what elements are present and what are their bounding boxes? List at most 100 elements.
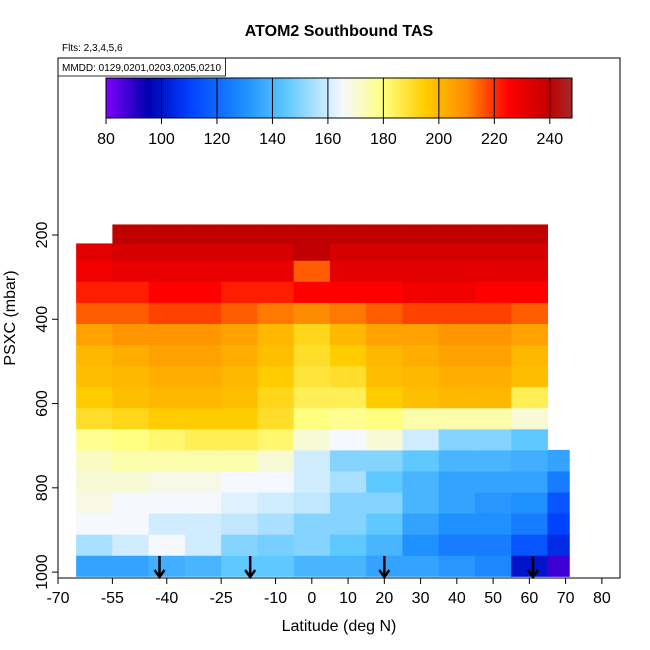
heat-cell	[112, 534, 150, 556]
colorbar-tick-label: 100	[148, 131, 175, 148]
heat-cell	[221, 281, 258, 303]
heat-cell	[293, 344, 331, 367]
heat-cell	[76, 302, 113, 324]
arrow	[153, 556, 166, 580]
annotation: MMDD: 0129,0201,0203,0205,0210	[62, 63, 221, 74]
heat-cell	[329, 386, 367, 409]
y-tick-label: 400	[34, 306, 51, 333]
y-tick-label: 800	[34, 474, 51, 501]
heat-cell	[148, 513, 186, 535]
arrow	[244, 556, 257, 580]
heat-cell	[221, 555, 258, 577]
heat-cell	[402, 344, 440, 367]
heat-cell	[184, 492, 222, 514]
colorbar-tick-label: 200	[426, 131, 453, 148]
heat-cell	[402, 224, 440, 244]
heat-cell	[511, 302, 548, 324]
heat-cell	[76, 492, 113, 514]
heat-cell	[112, 224, 150, 244]
x-tick-label: -55	[101, 590, 124, 607]
heat-cell	[148, 260, 186, 282]
heat-cell	[366, 449, 403, 472]
heat-cell	[76, 323, 113, 346]
x-tick-label: 10	[339, 590, 357, 607]
heat-cell	[257, 302, 295, 324]
heat-cell	[511, 243, 548, 261]
heat-cell	[148, 243, 186, 261]
heat-cell	[511, 407, 548, 430]
heat-cell	[293, 534, 331, 556]
heat-cell	[112, 281, 150, 303]
heat-cell	[112, 386, 150, 409]
heat-cell	[221, 260, 258, 282]
heat-cell	[438, 260, 476, 282]
plot-frame	[57, 57, 621, 579]
heat-cell	[547, 513, 570, 535]
heat-cell	[402, 492, 440, 514]
heat-cell	[511, 470, 548, 493]
heat-cell	[293, 428, 331, 451]
heat-cell	[474, 344, 512, 367]
heat-cell	[329, 260, 367, 282]
heat-cell	[547, 449, 570, 472]
heat-cell	[329, 449, 367, 472]
x-tick-label: 0	[307, 590, 316, 607]
subtitle: Flts: 2,3,4,5,6	[62, 43, 123, 54]
heat-cell	[366, 281, 403, 303]
heat-cell	[148, 407, 186, 430]
heat-cell	[329, 365, 367, 388]
x-axis-label: Latitude (deg N)	[282, 618, 397, 635]
heat-cell	[511, 492, 548, 514]
heat-cell	[402, 281, 440, 303]
colorbar-tick-label: 120	[204, 131, 231, 148]
heat-cell	[293, 407, 331, 430]
heat-cell	[148, 365, 186, 388]
x-tick-label: -10	[264, 590, 287, 607]
colorbar-tick-label: 80	[97, 131, 115, 148]
heat-cell	[511, 323, 548, 346]
heat-cell	[438, 492, 476, 514]
heat-cell	[293, 224, 331, 244]
heat-cell	[511, 344, 548, 367]
y-axis-label: PSXC (mbar)	[2, 270, 19, 365]
heat-cell	[76, 534, 113, 556]
heat-cell	[474, 386, 512, 409]
heat-cell	[148, 302, 186, 324]
heat-cell	[293, 260, 331, 282]
heat-cell	[221, 534, 258, 556]
x-tick-label: -40	[155, 590, 178, 607]
heat-cell	[257, 470, 295, 493]
heat-cell	[293, 323, 331, 346]
heat-cell	[293, 492, 331, 514]
heat-cell	[76, 513, 113, 535]
heat-cell	[293, 470, 331, 493]
heat-cell	[366, 344, 403, 367]
x-tick-label: 80	[593, 590, 611, 607]
heat-cell	[184, 365, 222, 388]
heat-cell	[112, 344, 150, 367]
y-tick-label: 1000	[34, 554, 51, 590]
heat-cell	[329, 323, 367, 346]
heat-cell	[293, 302, 331, 324]
heat-cell	[511, 513, 548, 535]
heat-cell	[402, 365, 440, 388]
heat-cell	[438, 534, 476, 556]
heat-cell	[221, 449, 258, 472]
heat-cell	[184, 407, 222, 430]
colorbar	[105, 77, 573, 119]
heat-cell	[329, 513, 367, 535]
heat-cell	[76, 555, 113, 577]
heat-cell	[148, 281, 186, 303]
y-tick-label: 200	[34, 222, 51, 249]
heat-cell	[438, 323, 476, 346]
heat-cell	[474, 470, 512, 493]
heat-cell	[184, 470, 222, 493]
heat-cell	[438, 386, 476, 409]
heat-cell	[76, 365, 113, 388]
heat-cell	[366, 492, 403, 514]
heat-cell	[511, 449, 548, 472]
heat-cell	[76, 449, 113, 472]
heat-cell	[257, 243, 295, 261]
heat-cell	[184, 281, 222, 303]
